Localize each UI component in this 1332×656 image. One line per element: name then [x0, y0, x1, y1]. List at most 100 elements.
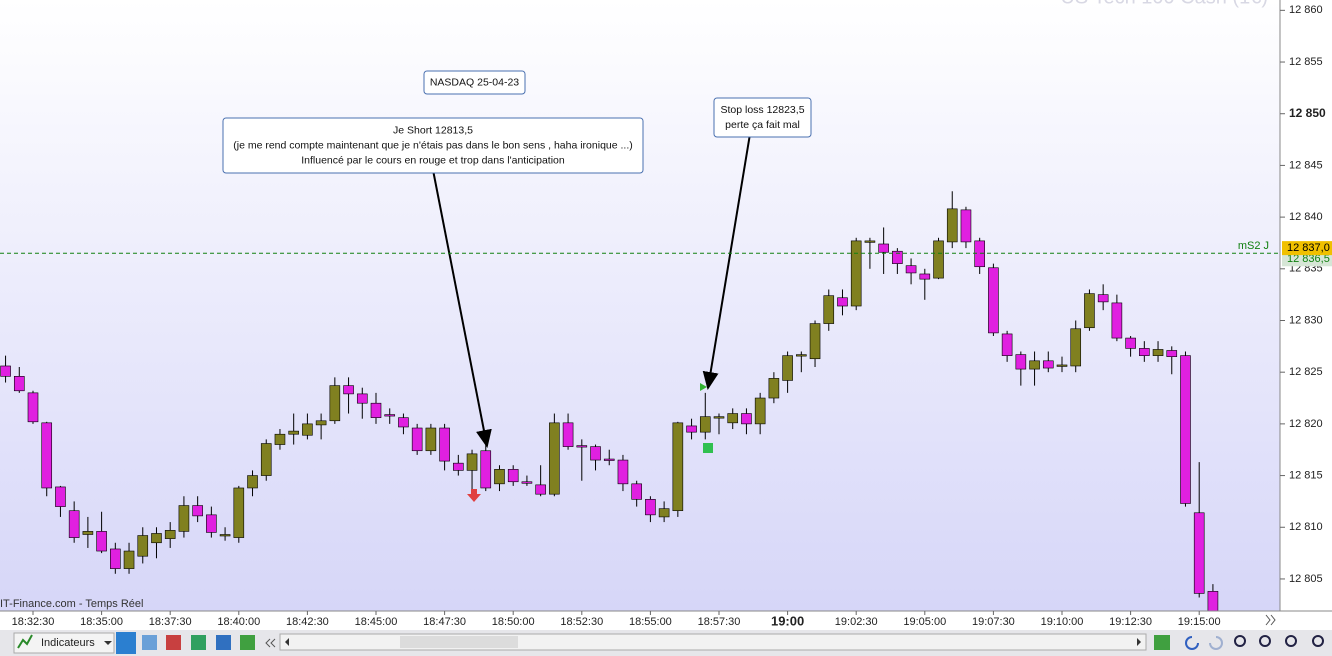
candle-body [315, 420, 327, 426]
candle-body [658, 508, 670, 518]
share-button[interactable] [116, 632, 136, 654]
candle-body [521, 481, 533, 484]
y-tick-label: 12 820 [1289, 418, 1323, 430]
candle-body [946, 208, 958, 243]
candle-body [576, 445, 588, 448]
candle-body [178, 505, 190, 532]
candle-body [41, 422, 53, 489]
candle-body [233, 487, 245, 538]
candle-body [1001, 333, 1013, 356]
annotation-arrow [432, 169, 492, 448]
candle-body [439, 427, 450, 462]
last-price-label: 12 837,0 [1287, 242, 1330, 254]
candle-body [617, 459, 629, 485]
annotation-arrow [702, 133, 751, 390]
x-tick-label: 19:07:30 [972, 616, 1015, 628]
indicators-button[interactable] [13, 632, 115, 654]
candle-body [151, 533, 162, 544]
candle-body [453, 462, 464, 471]
sell-marker [467, 489, 481, 502]
candle-body [288, 430, 299, 435]
candle-body [823, 295, 835, 324]
y-tick-label: 12 830 [1289, 314, 1323, 326]
x-tick-label: 18:35:00 [80, 616, 123, 628]
candle-body [1042, 360, 1054, 369]
y-tick-label: 12 815 [1289, 469, 1323, 481]
candle-body [1070, 328, 1082, 367]
annotation-box [713, 97, 812, 138]
candle-body [850, 240, 862, 307]
candle-body [1139, 348, 1150, 356]
candle-body [398, 417, 409, 428]
candle-body [727, 413, 739, 424]
last-price-tag [1282, 241, 1332, 256]
y-tick-label: 12 845 [1289, 159, 1323, 171]
candle-body [603, 458, 615, 461]
plot [0, 191, 1219, 611]
candle-body [192, 505, 203, 517]
annotation-text: Je Short 12813,5 [393, 124, 473, 136]
y-tick-label: 12 860 [1289, 4, 1323, 16]
dropdown[interactable] [104, 641, 112, 645]
candle-body [466, 453, 478, 471]
candle-body [1097, 294, 1109, 303]
candle-body [1015, 354, 1027, 370]
x-tick-label: 19:02:30 [835, 616, 878, 628]
candle-body [1084, 293, 1095, 329]
candle-body [68, 510, 80, 538]
x-tick-label: 19:10:00 [1041, 616, 1084, 628]
scroll-left[interactable] [265, 638, 276, 648]
candle-body [274, 433, 286, 445]
candle-body [164, 530, 176, 539]
candle-body [1056, 364, 1068, 367]
x-tick-label: 19:12:30 [1109, 616, 1152, 628]
candle-body [809, 323, 821, 360]
x-tick-label: 18:42:30 [286, 616, 329, 628]
candle-body [137, 535, 149, 557]
zoom-icons[interactable] [1154, 635, 1324, 650]
y-tick-label: 12 805 [1289, 573, 1323, 585]
x-tick-label: 19:05:00 [903, 616, 946, 628]
plot-background [0, 0, 1280, 611]
candle-body [494, 469, 505, 485]
indicators-label: Indicateurs [41, 637, 95, 649]
x-tick-label: 18:50:00 [492, 616, 535, 628]
y-tick-label: 12 810 [1289, 521, 1323, 533]
candle-body [974, 240, 985, 268]
candle-body [82, 531, 94, 535]
level-name: mS2 J [1238, 240, 1269, 252]
x-tick-label: 18:32:30 [12, 616, 55, 628]
candle-body [672, 422, 684, 512]
candle-body [1166, 350, 1178, 357]
y-tick-label: 12 825 [1289, 366, 1323, 378]
candle-body [206, 514, 217, 533]
candle-body [55, 486, 66, 507]
indicators-icon [17, 634, 33, 649]
candle-body [631, 483, 642, 500]
candle-body [0, 365, 11, 377]
candle-body [768, 378, 780, 399]
annotation-box [423, 70, 526, 95]
annotation-text: (je me rend compte maintenant que je n'é… [233, 139, 633, 151]
candle-body [590, 446, 601, 461]
candle-body [782, 355, 793, 381]
candle-body [919, 273, 931, 280]
candle-body [960, 209, 972, 243]
annotation-text: perte ça fait mal [725, 119, 800, 131]
candle-body [343, 385, 354, 395]
x-tick-label: 18:47:30 [423, 616, 466, 628]
scroll-thumb[interactable] [400, 636, 518, 648]
candle-body [507, 469, 519, 483]
source: IT-Finance.com - Temps Réel [0, 598, 143, 610]
candle-body [741, 413, 752, 425]
y-tick-label: 12 850 [1289, 106, 1326, 120]
candle-body [864, 240, 876, 243]
candle-body [796, 354, 807, 357]
level-label: 12 836,5 [1287, 253, 1330, 265]
x-tick-label: 19:15:00 [1178, 616, 1221, 628]
candle-body [878, 243, 889, 253]
candle-body [1152, 349, 1164, 356]
toolbar-icons[interactable] [142, 635, 255, 650]
candle-body [96, 531, 107, 552]
scroll-right[interactable] [1265, 614, 1276, 626]
